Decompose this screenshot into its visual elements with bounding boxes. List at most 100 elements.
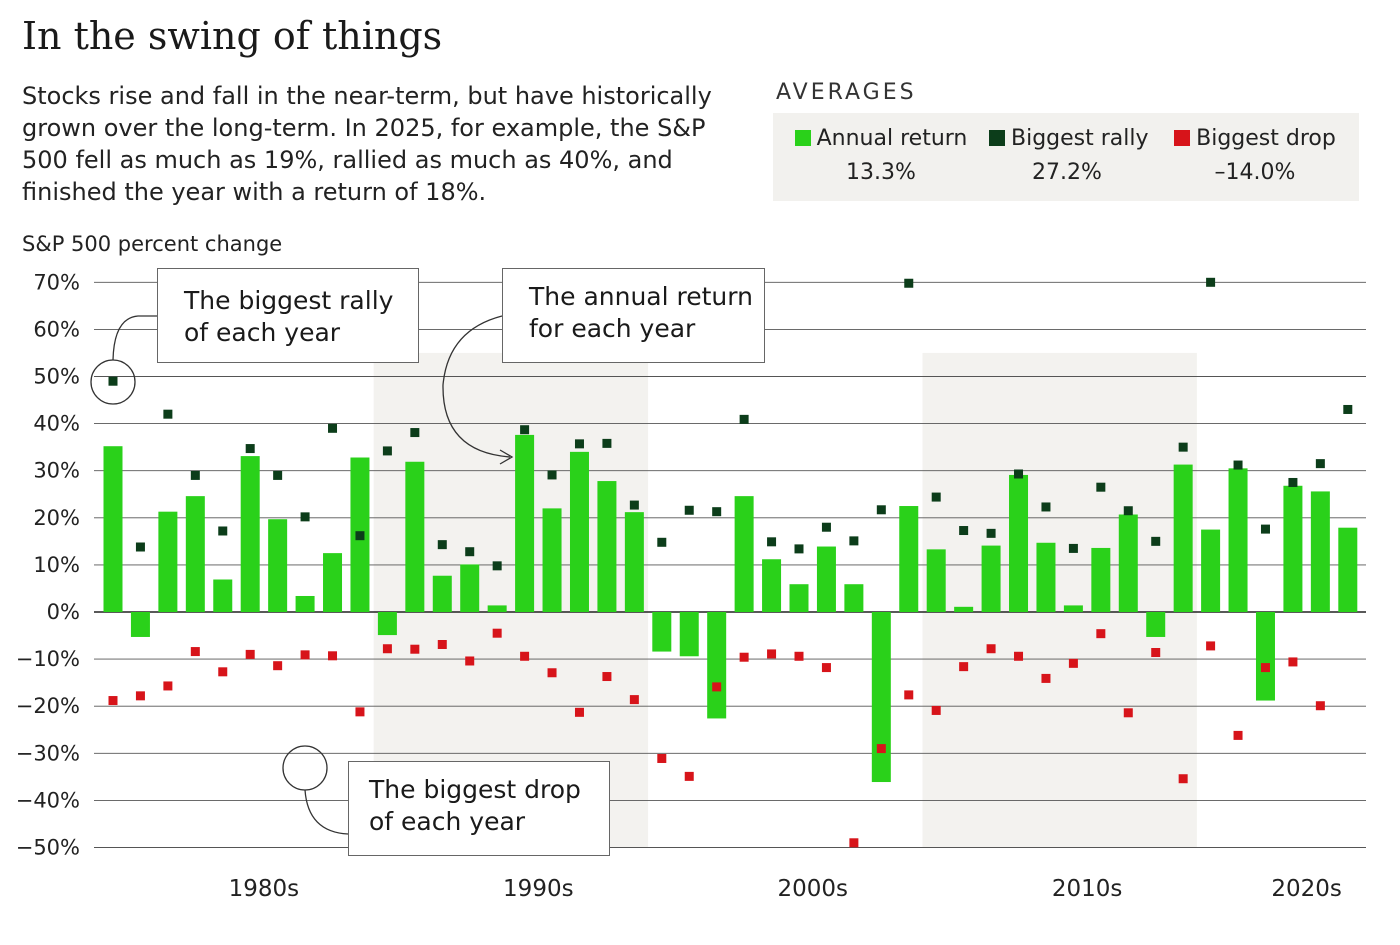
chart-title: In the swing of things — [22, 14, 443, 58]
callout-connectors — [90, 315, 514, 835]
biggest-drop-point — [821, 663, 831, 673]
annual-return-bar — [515, 434, 535, 612]
biggest-rally-point — [931, 492, 941, 502]
annual-return-bar — [158, 511, 178, 612]
y-tick-label: 0% — [47, 600, 80, 624]
biggest-drop-point — [1315, 701, 1325, 711]
biggest-rally-point — [1151, 536, 1161, 546]
callout-line: The biggest drop — [369, 775, 581, 804]
biggest-drop-point — [190, 647, 200, 657]
biggest-rally-point — [767, 537, 777, 547]
annual-return-bar — [213, 579, 233, 612]
biggest-drop-point — [931, 705, 941, 715]
callout-line: for each year — [529, 314, 696, 343]
biggest-drop-point — [547, 668, 557, 678]
callout-biggest-rally: The biggest rally of each year — [157, 268, 419, 363]
rally-connector-line — [112, 315, 158, 361]
y-tick-label: −10% — [16, 647, 80, 671]
legend-item-biggest-drop: Biggest drop –14.0% — [1173, 123, 1337, 189]
biggest-drop-point — [1151, 648, 1161, 658]
decade-band — [922, 352, 1197, 848]
callout-line: The biggest rally — [184, 286, 394, 315]
biggest-drop-point — [712, 682, 722, 692]
x-tick-label: 1990s — [503, 876, 574, 902]
callout-annual-return: The annual return for each year — [502, 268, 765, 363]
annual-return-bar — [1146, 612, 1166, 637]
legend-value: 27.2% — [1032, 160, 1102, 185]
y-tick-labels: 70% 60% 50% 40% 30% 20% 10% 0% −10% −20% −30% −40% −… — [16, 270, 80, 859]
biggest-drop-point — [602, 672, 612, 682]
annual-return-bar — [1255, 612, 1275, 701]
biggest-rally-point — [959, 526, 969, 536]
annual-return-bar — [1009, 474, 1029, 612]
annual-return-bar — [1173, 464, 1193, 612]
biggest-rally-point — [1288, 477, 1298, 487]
annual-return-bar — [789, 584, 809, 612]
annual-return-bar — [871, 612, 891, 783]
annual-return-bar — [295, 595, 315, 612]
biggest-rally-point — [190, 470, 200, 480]
biggest-rally-point — [410, 428, 420, 438]
annual-return-bar — [542, 508, 562, 612]
annual-return-bar — [487, 605, 507, 612]
biggest-drop-point — [767, 649, 777, 659]
biggest-drop-point — [108, 696, 118, 706]
biggest-drop-point — [986, 644, 996, 654]
callout-biggest-drop: The biggest drop of each year — [348, 761, 610, 856]
biggest-drop-point — [245, 649, 255, 659]
annual-return-bars — [103, 434, 1358, 783]
callout-line: The annual return — [529, 282, 753, 311]
biggest-rally-point — [328, 423, 338, 433]
averages-header: AVERAGES — [776, 80, 917, 105]
annual-return-bar — [679, 612, 699, 657]
biggest-rally-point — [821, 522, 831, 532]
annual-return-bar — [569, 451, 589, 612]
legend-value: –14.0% — [1214, 160, 1296, 185]
biggest-rally-point — [300, 512, 310, 522]
biggest-drop-point — [574, 707, 584, 717]
biggest-rally-point — [986, 528, 996, 538]
biggest-drop-point — [657, 753, 667, 763]
biggest-rally-point — [739, 414, 749, 424]
annual-return-bar — [1338, 527, 1358, 612]
biggest-rally-points — [108, 277, 1353, 571]
biggest-rally-point — [1096, 482, 1106, 492]
callout-line: of each year — [184, 318, 341, 347]
biggest-drop-point — [1041, 673, 1051, 683]
annual-return-bar — [1228, 468, 1248, 612]
legend-item-annual-return: Annual return 13.3% — [791, 123, 971, 189]
biggest-drop-point — [1068, 658, 1078, 668]
annual-return-bar — [460, 564, 480, 612]
y-tick-label: 60% — [33, 317, 80, 341]
annual-return-bar — [1201, 529, 1221, 612]
legend-label: Biggest drop — [1196, 126, 1336, 151]
biggest-drop-point — [218, 667, 228, 677]
biggest-drop-point — [520, 651, 530, 661]
biggest-rally-point — [876, 505, 886, 515]
biggest-rally-point — [1178, 442, 1188, 452]
biggest-rally-point — [465, 547, 475, 557]
annual-return-bar — [432, 575, 452, 612]
annual-return-bar — [597, 481, 617, 612]
annual-return-bar — [816, 546, 836, 612]
biggest-rally-point — [1123, 506, 1133, 516]
biggest-rally-point — [657, 537, 667, 547]
biggest-drop-point — [1233, 730, 1243, 740]
biggest-drop-point — [1014, 651, 1024, 661]
biggest-drop-point — [1178, 774, 1188, 784]
biggest-rally-point — [1315, 459, 1325, 469]
y-tick-label: 50% — [33, 365, 80, 389]
annual-return-bar — [130, 612, 150, 637]
biggest-rally-point — [794, 544, 804, 554]
drop-highlight-circle — [282, 745, 328, 791]
biggest-drop-point — [794, 651, 804, 661]
annual-return-bar — [652, 612, 672, 652]
annual-return-swatch — [794, 130, 811, 146]
y-tick-label: −30% — [16, 741, 80, 765]
biggest-drop-point — [328, 651, 338, 661]
drop-connector-line — [304, 789, 349, 835]
biggest-rally-point — [382, 446, 392, 456]
chart-subtitle: Stocks rise and fall in the near-term, b… — [22, 82, 712, 206]
annual-return-bar — [1118, 514, 1138, 612]
biggest-drop-point — [1123, 708, 1133, 718]
